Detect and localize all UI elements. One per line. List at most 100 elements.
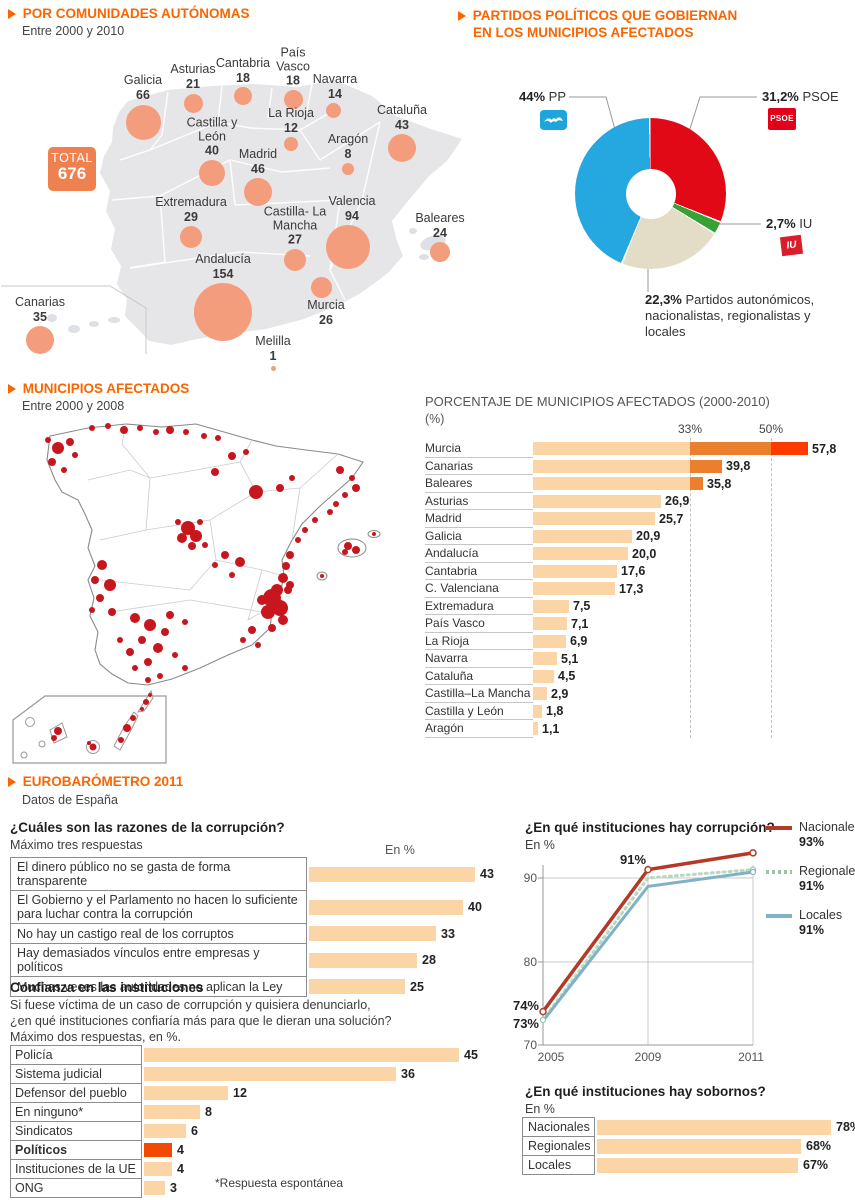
svg-text:2009: 2009 [635, 1050, 662, 1064]
regionales-line-icon [766, 870, 792, 874]
bar-row: C. Valenciana 17,3 [425, 581, 644, 598]
bubble-valencia [326, 225, 370, 269]
section-title-partidos: PARTIDOS POLÍTICOS QUE GOBIERNAN [458, 8, 737, 23]
parties-donut-chart [575, 118, 726, 269]
bubble-label-extremadura: Extremadura 29 [155, 195, 227, 224]
section-title-eurobarometro: EUROBARÓMETRO 2011 [8, 774, 183, 789]
bar-row: Cataluña 4,5 [425, 668, 576, 685]
bar-row: En ninguno* 8 [10, 1102, 530, 1122]
section-title-municipios: MUNICIPIOS AFECTADOS [8, 381, 189, 396]
bubble-label-murcia: Murcia 26 [307, 298, 345, 327]
bar-row-politicos: Políticos 4 [10, 1140, 530, 1160]
bar-row: No hay un castigo real de los corruptos 3… [10, 923, 530, 944]
gridline-33 [690, 438, 691, 738]
bar-row: Cantabria 17,6 [425, 563, 646, 580]
psoe-logo-icon: PSOE [768, 108, 796, 130]
section-period: Entre 2000 y 2010 [22, 24, 125, 38]
bar-row: Instituciones de la UE 4 [10, 1159, 530, 1179]
pie-label-psoe: 31,2% PSOE [762, 89, 839, 104]
reasons-unit: En % [385, 843, 415, 857]
bar-row: País Vasco 7,1 [425, 616, 589, 633]
bubble-label-navarra: Navarra 14 [312, 72, 358, 101]
bar-row: Navarra 5,1 [425, 651, 579, 668]
section-bullet-icon [8, 384, 16, 394]
bubble-label-madrid: Madrid 46 [238, 147, 278, 176]
bar-row: Canarias 39,8 [425, 458, 751, 475]
bubble-murcia [310, 276, 332, 298]
reasons-question: ¿Cuáles son las razones de la corrupción… [10, 820, 285, 835]
bar-row: Policía 45 [10, 1045, 530, 1065]
svg-text:74%: 74% [513, 998, 539, 1013]
gridline-50 [771, 438, 772, 738]
section-bullet-icon [458, 11, 466, 21]
bar-row: Asturias 26,9 [425, 493, 690, 510]
bar-row: Murcia 57,8 [425, 441, 837, 458]
bar-row: Locales 67% [522, 1155, 855, 1175]
bar-row: Sindicatos 6 [10, 1121, 530, 1141]
bubble-label-canarias: Canarias 35 [14, 295, 66, 324]
trust-title: Confianza en las instituciones [10, 980, 204, 995]
bubble-label-la-rioja: La Rioja 12 [268, 106, 314, 135]
pp-logo-icon [540, 110, 567, 130]
trust-desc-3: Máximo dos respuestas, en %. [10, 1030, 181, 1044]
bubble-la-rioja [284, 137, 298, 151]
bar-row: El dinero público no se gasta de forma t… [10, 857, 530, 891]
svg-text:73%: 73% [513, 1016, 539, 1031]
bubble-castilla-la-mancha [284, 249, 306, 271]
bar-row: Regionales 68% [522, 1136, 855, 1156]
bar-row: Extremadura 7,5 [425, 598, 591, 615]
bubble-andalucia [194, 283, 252, 341]
bars-unit: (%) [425, 412, 445, 426]
section-subtitle-euro: Datos de España [22, 793, 118, 807]
donut-hole [625, 168, 676, 219]
bar-row: Defensor del pueblo 12 [10, 1083, 530, 1103]
locales-line-icon [766, 914, 792, 918]
legend-regionales: Regionales91% [766, 864, 855, 894]
bubble-castilla-leon [199, 160, 225, 186]
trust-footnote: *Respuesta espontánea [215, 1176, 344, 1190]
bubble-label-castilla-leon: Castilla y León 40 [186, 115, 238, 158]
pie-label-pp: 44% PP [519, 89, 566, 104]
svg-text:91%: 91% [620, 852, 646, 867]
bubble-label-valencia: Valencia 94 [328, 194, 376, 223]
bubble-asturias [183, 93, 203, 113]
pie-label-otros: 22,3% Partidos autonómicos, nacionalista… [645, 292, 815, 339]
bubble-galicia [125, 104, 161, 140]
corruption-unit: En % [525, 838, 555, 852]
bubble-label-baleares: Baleares 24 [415, 211, 465, 240]
bar-row: Aragón 1,1 [425, 721, 560, 738]
tick-33: 33% [677, 422, 703, 436]
bubble-label-melilla: Melilla 1 [255, 334, 291, 363]
bubble-pais-vasco [283, 89, 303, 109]
bar-row: Baleares 35,8 [425, 476, 732, 493]
legend-locales: Locales 91% [766, 908, 842, 938]
bubble-cataluna [388, 134, 416, 162]
bar-row: ONG 3 [10, 1178, 530, 1198]
corruption-question: ¿En qué instituciones hay corrupción? [525, 820, 775, 835]
svg-text:70: 70 [524, 1038, 538, 1052]
section-title-partidos-line2: EN LOS MUNICIPIOS AFECTADOS [473, 25, 694, 40]
section-bullet-icon [8, 777, 16, 787]
reasons-note: Máximo tres respuestas [10, 838, 143, 852]
total-badge: TOTAL 676 [48, 147, 96, 191]
bar-row: Castilla y León 1,8 [425, 703, 564, 720]
bubble-label-pais-vasco: País Vasco 18 [276, 45, 310, 88]
bubble-label-asturias: Asturias 21 [170, 62, 216, 91]
bubble-label-andalucia: Andalucía 154 [195, 252, 251, 281]
bubble-label-cantabria: Cantabria 18 [215, 56, 271, 85]
bar-row: Castilla–La Mancha 2,9 [425, 686, 569, 703]
svg-text:80: 80 [524, 955, 538, 969]
bubble-cantabria [234, 87, 252, 105]
svg-text:90: 90 [524, 871, 538, 885]
bubble-label-cataluna: Cataluña 43 [376, 103, 428, 132]
bar-row: Hay demasiados vínculos entre empresas y… [10, 943, 530, 977]
svg-text:2011: 2011 [738, 1050, 764, 1064]
section-bullet-icon [8, 9, 16, 19]
municipios-bar-chart: Murcia 57,8 Canarias 39,8 Baleares 35,8 Ast… [425, 440, 855, 738]
section-period-municipios: Entre 2000 y 2008 [22, 399, 125, 413]
bubble-label-aragon: Aragón 8 [327, 132, 369, 161]
section-title-comunidades: POR COMUNIDADES AUTÓNOMAS [8, 6, 250, 21]
